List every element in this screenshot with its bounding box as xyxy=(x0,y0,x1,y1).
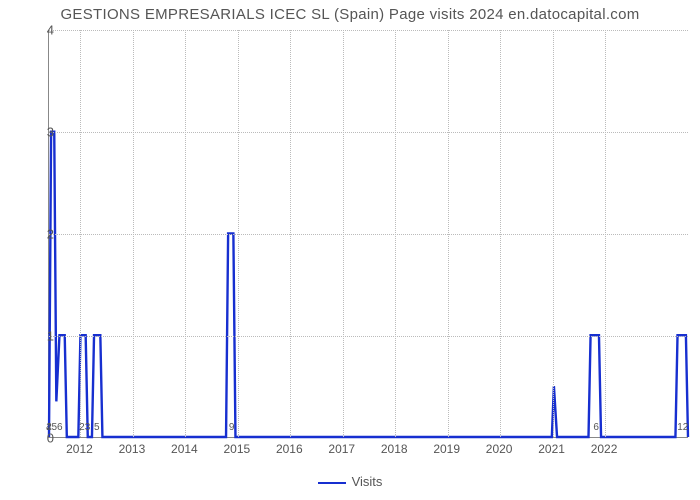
gridline-vertical xyxy=(80,30,81,437)
x-tick-label: 2013 xyxy=(119,442,146,456)
gridline-vertical xyxy=(395,30,396,437)
gridline-vertical xyxy=(238,30,239,437)
x-tick-label: 2021 xyxy=(538,442,565,456)
gridline-vertical xyxy=(185,30,186,437)
legend: Visits xyxy=(0,474,700,489)
x-minor-label: 23 xyxy=(79,422,90,433)
x-tick-label: 2016 xyxy=(276,442,303,456)
gridline-horizontal xyxy=(49,336,688,337)
legend-swatch xyxy=(318,482,346,484)
y-tick-label: 2 xyxy=(47,227,54,242)
gridline-horizontal xyxy=(49,30,688,31)
x-minor-label: 456 xyxy=(46,422,63,433)
gridline-vertical xyxy=(605,30,606,437)
x-minor-label: 12 xyxy=(677,422,688,433)
gridline-horizontal xyxy=(49,234,688,235)
x-tick-label: 2018 xyxy=(381,442,408,456)
chart-title: GESTIONS EMPRESARIALS ICEC SL (Spain) Pa… xyxy=(0,6,700,23)
x-tick-label: 2020 xyxy=(486,442,513,456)
legend-label: Visits xyxy=(352,474,383,489)
x-minor-label: 5 xyxy=(94,422,100,433)
y-tick-label: 4 xyxy=(47,23,54,38)
visits-line xyxy=(49,132,688,437)
x-tick-label: 2019 xyxy=(433,442,460,456)
x-minor-label: 9 xyxy=(229,422,235,433)
y-tick-label: 3 xyxy=(47,125,54,140)
gridline-vertical xyxy=(553,30,554,437)
plot-area xyxy=(48,30,688,438)
gridline-vertical xyxy=(290,30,291,437)
x-tick-label: 2017 xyxy=(328,442,355,456)
gridline-vertical xyxy=(500,30,501,437)
y-tick-label: 1 xyxy=(47,329,54,344)
x-minor-label: 6 xyxy=(593,422,599,433)
gridline-vertical xyxy=(133,30,134,437)
x-tick-label: 2012 xyxy=(66,442,93,456)
x-tick-label: 2014 xyxy=(171,442,198,456)
chart-container: GESTIONS EMPRESARIALS ICEC SL (Spain) Pa… xyxy=(0,0,700,500)
gridline-vertical xyxy=(343,30,344,437)
x-tick-label: 2022 xyxy=(591,442,618,456)
gridline-vertical xyxy=(448,30,449,437)
x-tick-label: 2015 xyxy=(223,442,250,456)
gridline-horizontal xyxy=(49,132,688,133)
